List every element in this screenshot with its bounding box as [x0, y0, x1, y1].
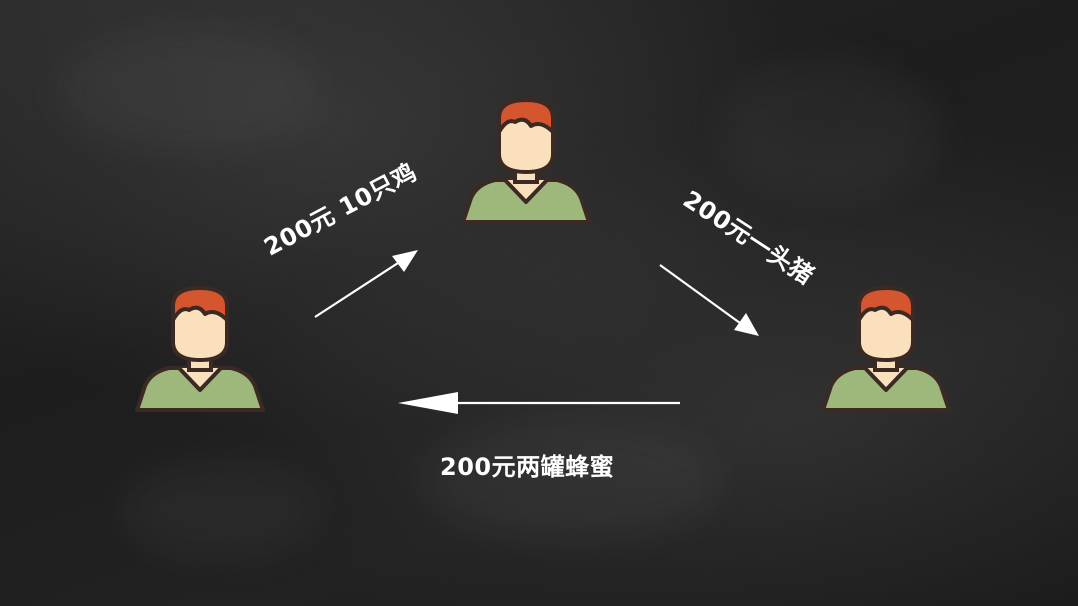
- person-top-icon: [461, 98, 591, 224]
- edge-label-right-to-left: 200元两罐蜂蜜: [440, 453, 615, 481]
- arrow-right-to-left: [398, 392, 680, 414]
- person-left-icon: [135, 286, 265, 412]
- person-right-icon: [821, 286, 951, 412]
- arrow-top-to-right: [659, 264, 759, 336]
- arrow-left-to-top: [314, 250, 418, 318]
